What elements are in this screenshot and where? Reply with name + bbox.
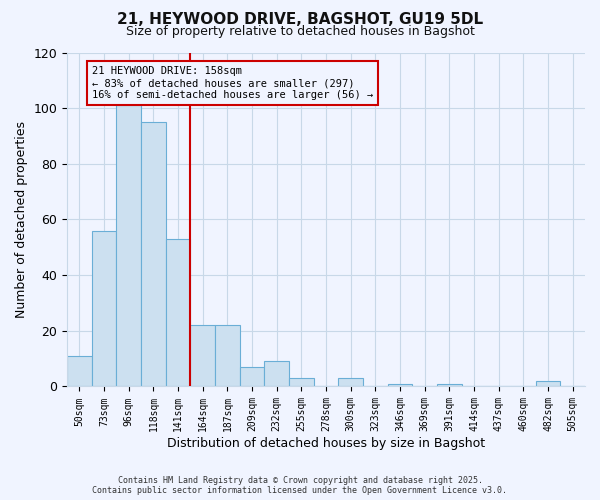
- Y-axis label: Number of detached properties: Number of detached properties: [15, 121, 28, 318]
- Bar: [437, 384, 462, 386]
- Bar: [536, 381, 560, 386]
- Bar: [190, 325, 215, 386]
- Bar: [338, 378, 363, 386]
- Bar: [289, 378, 314, 386]
- X-axis label: Distribution of detached houses by size in Bagshot: Distribution of detached houses by size …: [167, 437, 485, 450]
- Bar: [388, 384, 412, 386]
- Bar: [116, 106, 141, 386]
- Text: Size of property relative to detached houses in Bagshot: Size of property relative to detached ho…: [125, 25, 475, 38]
- Bar: [240, 367, 265, 386]
- Bar: [166, 239, 190, 386]
- Text: 21 HEYWOOD DRIVE: 158sqm
← 83% of detached houses are smaller (297)
16% of semi-: 21 HEYWOOD DRIVE: 158sqm ← 83% of detach…: [92, 66, 373, 100]
- Bar: [265, 362, 289, 386]
- Bar: [141, 122, 166, 386]
- Text: Contains HM Land Registry data © Crown copyright and database right 2025.
Contai: Contains HM Land Registry data © Crown c…: [92, 476, 508, 495]
- Bar: [67, 356, 92, 386]
- Text: 21, HEYWOOD DRIVE, BAGSHOT, GU19 5DL: 21, HEYWOOD DRIVE, BAGSHOT, GU19 5DL: [117, 12, 483, 28]
- Bar: [92, 230, 116, 386]
- Bar: [215, 325, 240, 386]
